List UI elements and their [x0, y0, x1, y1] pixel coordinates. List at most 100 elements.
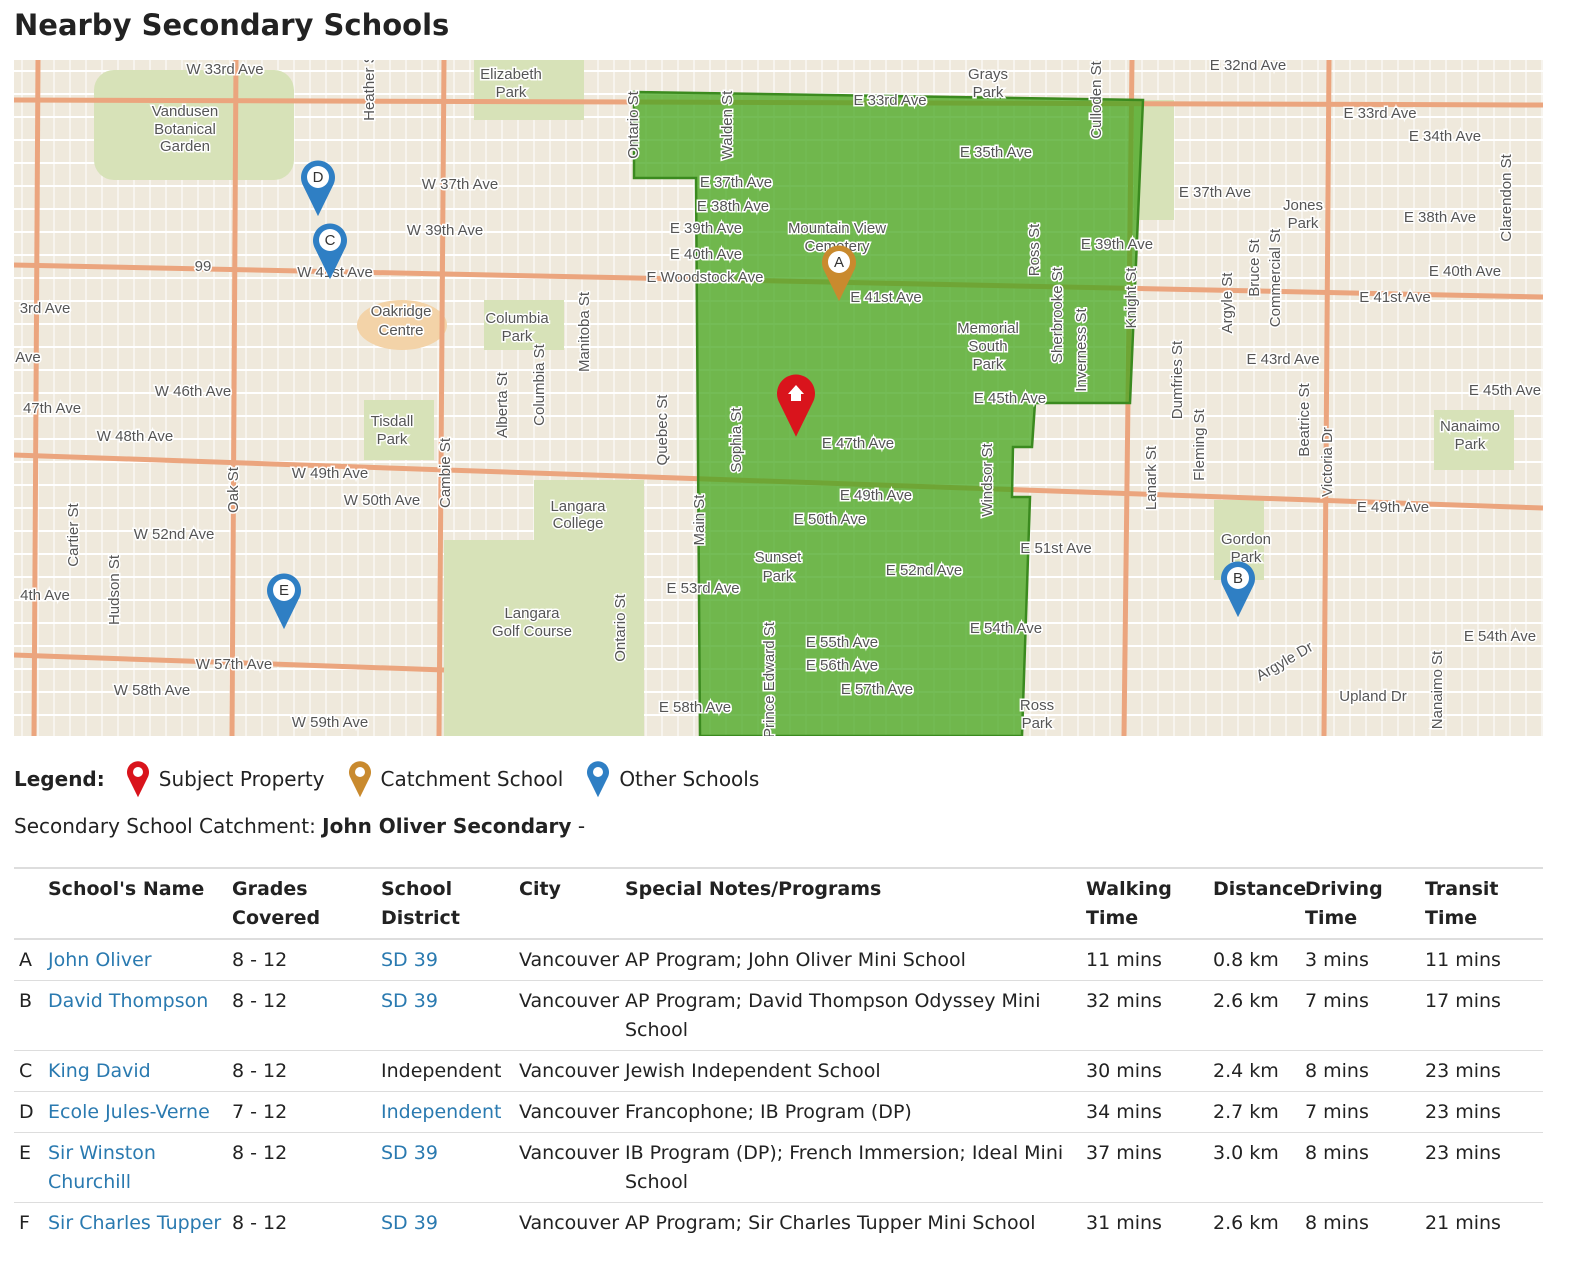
table-cell: Vancouver: [514, 938, 620, 981]
table-cell: AP Program; Sir Charles Tupper Mini Scho…: [620, 1202, 1081, 1243]
school-link[interactable]: King David: [48, 1060, 151, 1082]
map-label: Ross St: [1026, 223, 1043, 276]
cell-text: Independent: [381, 1060, 502, 1082]
map-label: E 43rd Ave: [1246, 351, 1319, 368]
district-link[interactable]: SD 39: [381, 949, 438, 971]
table-cell: 2.4 km: [1208, 1050, 1300, 1092]
map-label: E 53rd Ave: [666, 580, 739, 597]
table-cell: D: [14, 1091, 43, 1133]
map-label: Culloden St: [1088, 60, 1105, 138]
map-label: Knight St: [1123, 267, 1140, 329]
table-cell: Vancouver: [514, 1202, 620, 1243]
map-label: W 41st Ave: [297, 264, 373, 281]
table-cell: 21 mins: [1420, 1202, 1543, 1243]
map-label: Ross: [1020, 697, 1054, 714]
table-cell: Vancouver: [514, 980, 620, 1051]
cell-text: 17 mins: [1425, 990, 1501, 1012]
table-cell: 3.0 km: [1208, 1132, 1300, 1203]
table-cell: 2.6 km: [1208, 980, 1300, 1051]
table-cell: 8 - 12: [227, 1050, 376, 1092]
map-label: Heather St: [361, 60, 378, 121]
cell-text: 8 - 12: [232, 1142, 288, 1164]
map-label: W 48th Ave: [97, 428, 173, 445]
map-label: College: [553, 515, 604, 532]
map-label: E 41st Ave: [1359, 289, 1430, 306]
map-label: E 52nd Ave: [886, 562, 962, 579]
map-pin-center: [828, 251, 850, 273]
map-pin-letter: A: [834, 254, 844, 271]
map-label: Sherbrooke St: [1049, 266, 1066, 363]
map-pin-center: [1227, 567, 1249, 589]
district-link[interactable]: Independent: [381, 1101, 502, 1123]
map-label: E 50th Ave: [794, 511, 866, 528]
table-cell: 8 mins: [1300, 1132, 1420, 1203]
map-label: Columbia St: [531, 343, 548, 426]
map-label: W 58th Ave: [114, 682, 190, 699]
table-cell: 34 mins: [1081, 1091, 1208, 1133]
school-link[interactable]: Sir Winston Churchill: [48, 1142, 156, 1193]
map-label: E 40th Ave: [670, 246, 742, 263]
map-label: W 46th Ave: [155, 383, 231, 400]
cell-text: Jewish Independent School: [625, 1060, 881, 1082]
school-link[interactable]: Sir Charles Tupper: [48, 1212, 222, 1234]
table-cell: Independent: [376, 1091, 514, 1133]
legend-label: Catchment School: [380, 767, 564, 791]
map-label: E 38th Ave: [1404, 209, 1476, 226]
map-label: Garden: [160, 138, 210, 155]
catchment-label: Secondary School Catchment:: [14, 814, 316, 838]
map-label: Jones: [1283, 197, 1323, 214]
legend: Legend: Subject Property Catchment School…: [14, 760, 781, 798]
map-label: Commercial St: [1267, 228, 1284, 327]
map-label: E 35th Ave: [960, 144, 1032, 161]
table-row: F Sir Charles Tupper 8 - 12 SD 39 Vancouver A…: [14, 1202, 1543, 1243]
map-label: Alberta St: [494, 371, 511, 438]
table-cell: King David: [43, 1050, 227, 1092]
table-row: A John Oliver 8 - 12 SD 39 Vancouver AP Progr…: [14, 938, 1543, 981]
table-cell: David Thompson: [43, 980, 227, 1051]
map-label: Park: [377, 431, 408, 448]
map-label: Beatrice St: [1296, 382, 1313, 456]
table-row: D Ecole Jules-Verne 7 - 12 Independent Vanco…: [14, 1091, 1543, 1133]
cell-text: 8 - 12: [232, 1212, 288, 1234]
legend-item: Catchment School: [347, 760, 564, 798]
school-link[interactable]: Ecole Jules-Verne: [48, 1101, 210, 1123]
map-label: Botanical: [154, 121, 216, 138]
map-label: E 39th Ave: [1081, 236, 1153, 253]
table-cell: Vancouver: [514, 1132, 620, 1203]
legend-item: Subject Property: [125, 760, 325, 798]
map-label: 3rd Ave: [20, 300, 71, 317]
map-label: Windsor St: [979, 442, 996, 516]
map-label: Dumfries St: [1169, 340, 1186, 419]
cell-text: 8 - 12: [232, 1060, 288, 1082]
district-link[interactable]: SD 39: [381, 1212, 438, 1234]
map-label: Park: [1288, 215, 1319, 232]
district-link[interactable]: SD 39: [381, 1142, 438, 1164]
column-header: Special Notes/Programs: [620, 867, 1081, 940]
map-label: Golf Course: [492, 623, 572, 640]
table-row: E Sir Winston Churchill 8 - 12 SD 39 Vancouv…: [14, 1132, 1543, 1203]
school-link[interactable]: John Oliver: [48, 949, 152, 971]
table-cell: SD 39: [376, 1132, 514, 1203]
map-label: Sunset: [755, 549, 803, 566]
district-link[interactable]: SD 39: [381, 990, 438, 1012]
cell-text: 34 mins: [1086, 1101, 1162, 1123]
table-cell: B: [14, 980, 43, 1051]
map-label: Sophia St: [728, 407, 745, 473]
map-label: Main St: [691, 494, 708, 546]
school-link[interactable]: David Thompson: [48, 990, 209, 1012]
map-label: Mountain View: [788, 220, 886, 237]
legend-title: Legend:: [14, 767, 105, 791]
cell-text: 31 mins: [1086, 1212, 1162, 1234]
map-pin-letter: B: [1233, 570, 1243, 587]
map-label: Argyle St: [1219, 272, 1236, 334]
map-label: E 33rd Ave: [1343, 105, 1416, 122]
map-label: Ontario St: [625, 90, 642, 158]
table-cell: AP Program; John Oliver Mini School: [620, 938, 1081, 981]
cell-text: 7 - 12: [232, 1101, 288, 1123]
map-label: W 59th Ave: [292, 714, 368, 731]
map-label: W 52nd Ave: [134, 526, 215, 543]
table-cell: 7 mins: [1300, 1091, 1420, 1133]
column-header: Grades Covered: [227, 867, 376, 940]
map-label: E 57th Ave: [841, 681, 913, 698]
